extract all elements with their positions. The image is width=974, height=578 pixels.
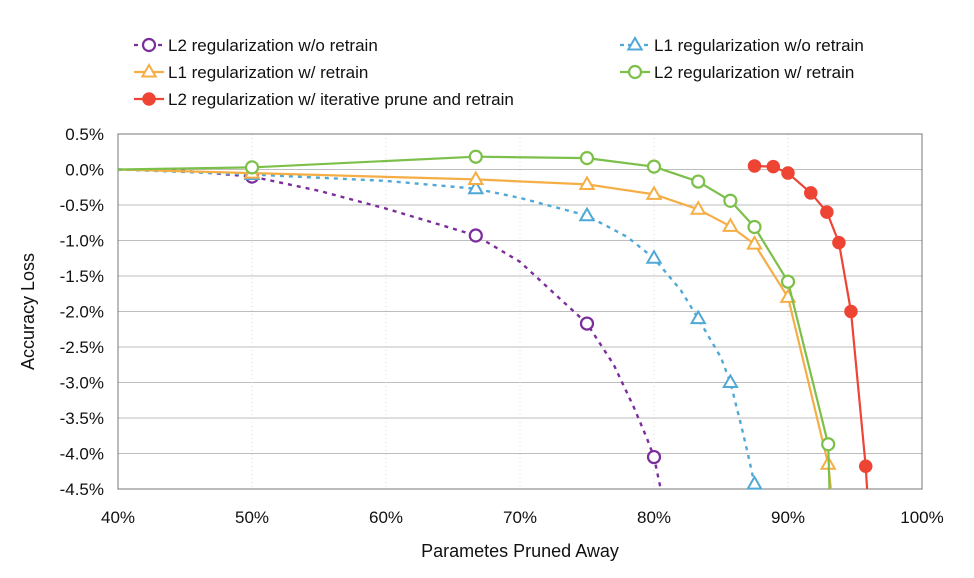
data-point xyxy=(646,449,662,465)
data-point xyxy=(766,159,781,174)
plot-frame xyxy=(117,133,923,490)
data-point xyxy=(467,179,485,195)
legend-label: L2 regularization w/ iterative prune and… xyxy=(168,90,514,109)
x-tick-label: 70% xyxy=(503,508,537,527)
data-point xyxy=(689,309,707,325)
data-point xyxy=(578,175,596,190)
x-tick-label: 40% xyxy=(101,508,135,527)
y-tick-label: -3.0% xyxy=(60,374,104,393)
series-line xyxy=(118,168,756,485)
data-point xyxy=(821,437,836,452)
data-point xyxy=(858,459,873,474)
data-point xyxy=(244,160,260,175)
x-axis-title: Parametes Pruned Away xyxy=(421,541,619,561)
legend-marker xyxy=(627,64,643,80)
data-point xyxy=(689,200,707,215)
data-point xyxy=(468,149,483,164)
y-tick-label: -1.0% xyxy=(60,232,104,251)
series-5 xyxy=(747,159,873,490)
data-point xyxy=(746,475,763,490)
data-point xyxy=(722,217,739,232)
data-point xyxy=(579,151,595,166)
data-point xyxy=(579,316,595,331)
y-tick-label: -4.5% xyxy=(60,480,104,499)
legend-item: L2 regularization w/ retrain xyxy=(620,63,854,82)
legend-marker xyxy=(142,92,156,106)
x-tick-label: 100% xyxy=(900,508,943,527)
data-point xyxy=(747,159,762,173)
series-line xyxy=(118,168,662,490)
series-3 xyxy=(118,164,837,490)
y-tick-label: 0.0% xyxy=(65,161,104,180)
series-4 xyxy=(118,149,836,490)
y-axis-title: Accuracy Loss xyxy=(18,253,38,370)
legend-item: L2 regularization w/o retrain xyxy=(134,36,378,55)
legend-marker xyxy=(141,37,157,53)
legend-marker xyxy=(626,35,644,51)
legend: L2 regularization w/o retrain L1 regulari… xyxy=(134,35,864,109)
series-line xyxy=(754,164,869,490)
x-axis-ticks: 40% 50% 60% 70% 80% 90% 100% xyxy=(101,508,944,527)
series-layer xyxy=(118,149,873,490)
legend-item: L2 regularization w/ iterative prune and… xyxy=(134,90,514,109)
legend-item: L1 regularization w/ retrain xyxy=(134,62,368,82)
y-tick-label: -2.5% xyxy=(60,338,104,357)
y-tick-label: -3.5% xyxy=(60,409,104,428)
legend-item: L1 regularization w/o retrain xyxy=(620,35,864,55)
data-point xyxy=(645,185,663,200)
data-point xyxy=(804,186,818,200)
data-point xyxy=(723,193,738,208)
data-point xyxy=(747,219,762,235)
data-point xyxy=(578,206,596,222)
y-tick-label: -4.0% xyxy=(60,445,104,464)
data-point xyxy=(780,274,796,289)
data-point xyxy=(468,228,483,243)
data-point xyxy=(467,170,485,185)
data-point xyxy=(746,235,763,250)
y-tick-label: -2.0% xyxy=(60,303,104,322)
series-line xyxy=(118,155,831,490)
series-2 xyxy=(118,165,763,490)
legend-label: L2 regularization w/ retrain xyxy=(654,63,854,82)
x-tick-label: 60% xyxy=(369,508,403,527)
x-tick-label: 90% xyxy=(771,508,805,527)
legend-label: L1 regularization w/ retrain xyxy=(168,63,368,82)
grid-lines xyxy=(118,133,922,490)
data-point xyxy=(645,249,663,264)
series-line xyxy=(118,168,832,490)
y-tick-label: -1.5% xyxy=(60,267,104,286)
x-tick-label: 50% xyxy=(235,508,269,527)
data-point xyxy=(722,373,739,389)
legend-marker xyxy=(140,62,158,78)
data-point xyxy=(781,166,795,180)
legend-label: L2 regularization w/o retrain xyxy=(168,36,378,55)
data-point xyxy=(691,174,706,189)
data-point xyxy=(646,159,662,174)
y-tick-label: 0.5% xyxy=(65,125,104,144)
y-axis-ticks: 0.5% 0.0% -0.5% -1.0% -1.5% -2.0% -2.5% -3.0% -3… xyxy=(60,125,104,499)
series-1 xyxy=(118,168,662,490)
y-tick-label: -0.5% xyxy=(60,196,104,215)
data-point xyxy=(820,205,834,219)
data-point xyxy=(832,235,846,250)
data-point xyxy=(844,304,858,319)
x-tick-label: 80% xyxy=(637,508,671,527)
legend-label: L1 regularization w/o retrain xyxy=(654,36,864,55)
